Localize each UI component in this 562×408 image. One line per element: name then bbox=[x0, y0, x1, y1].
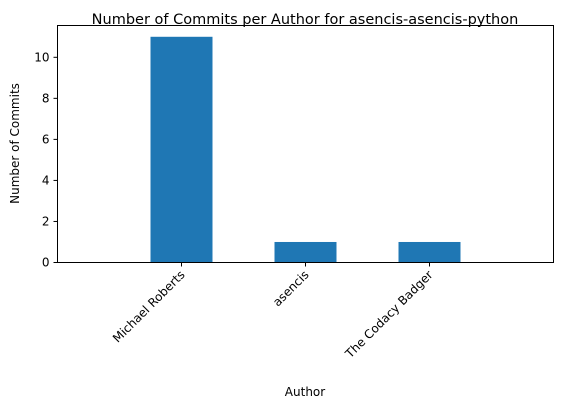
chart-title: Number of Commits per Author for asencis… bbox=[92, 12, 519, 28]
plot-frame bbox=[57, 25, 554, 263]
y-tick-label: 10 bbox=[34, 50, 49, 64]
bar-1 bbox=[274, 241, 337, 263]
y-tick-label: 6 bbox=[42, 132, 50, 146]
y-tick-label: 8 bbox=[42, 91, 50, 105]
y-axis-label: Number of Commits bbox=[8, 83, 22, 204]
bar-0 bbox=[150, 36, 213, 263]
bars bbox=[150, 36, 461, 263]
bar-2 bbox=[398, 241, 461, 263]
y-axis: 0 2 4 6 8 10 bbox=[34, 50, 58, 270]
y-tick-label: 2 bbox=[42, 214, 50, 228]
y-tick-label: 4 bbox=[42, 173, 50, 187]
y-tick-label: 0 bbox=[42, 256, 50, 270]
x-axis-label: Author bbox=[285, 385, 325, 399]
